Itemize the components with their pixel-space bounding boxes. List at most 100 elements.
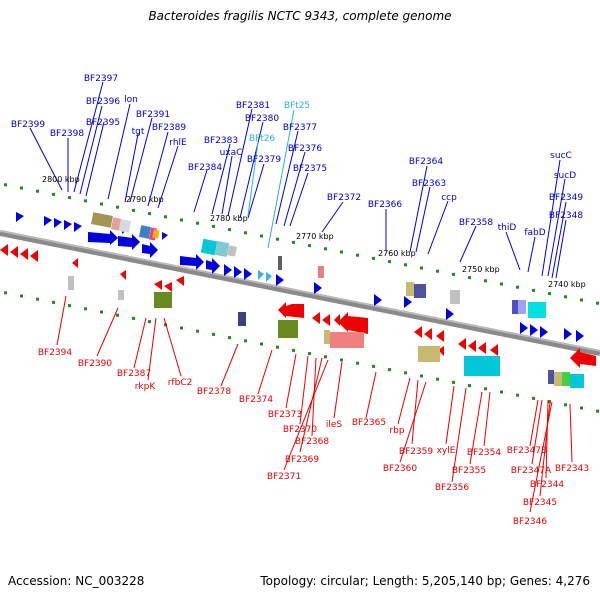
gene-label[interactable]: rbp	[389, 426, 404, 436]
gene-label[interactable]: BF2380	[245, 114, 280, 124]
gene-arrow	[244, 268, 252, 280]
gene-label[interactable]: BF2359	[399, 447, 434, 457]
gene-arrow	[154, 280, 162, 290]
tick-mark	[564, 403, 567, 407]
gene-label[interactable]: BF2345	[523, 498, 557, 508]
tick-mark	[388, 260, 391, 264]
topology-text: Topology: circular; Length: 5,205,140 bp…	[260, 574, 590, 588]
gene-label[interactable]: BF2396	[86, 97, 121, 107]
gene-label[interactable]: uxaC	[220, 148, 243, 158]
gene-label[interactable]: BF2395	[86, 118, 120, 128]
gene-label[interactable]: BF2355	[452, 466, 486, 476]
tick-mark	[516, 285, 519, 289]
gene-arrow	[436, 330, 444, 356]
trna-leader-bft26	[247, 141, 259, 217]
gene-arrow	[54, 218, 62, 228]
gene-label[interactable]: BF2373	[268, 410, 302, 420]
gene-label[interactable]: xylE	[437, 446, 456, 456]
tick-mark	[68, 304, 71, 308]
tick-mark	[420, 374, 423, 378]
gene-arrow	[180, 254, 204, 270]
tick-mark	[164, 215, 167, 219]
tick-mark	[36, 189, 39, 193]
gene-label[interactable]: BF2376	[288, 144, 323, 154]
tick-mark	[276, 345, 279, 349]
gene-arrow	[16, 212, 24, 222]
gene-label[interactable]: BF2374	[239, 395, 274, 405]
gene-label[interactable]: fabD	[524, 228, 545, 238]
tick-mark	[260, 234, 263, 238]
gene-label[interactable]: BF2394	[38, 348, 73, 358]
tick-mark	[148, 212, 151, 216]
gene-label[interactable]: BF2365	[352, 418, 386, 428]
gene-arrow	[424, 328, 432, 340]
gene-label[interactable]: BF2368	[295, 437, 330, 447]
tick-mark	[468, 276, 471, 280]
gene-arrow	[458, 338, 466, 350]
gene-label[interactable]: BF2346	[513, 517, 548, 527]
gene-label[interactable]: BF2347A	[511, 466, 552, 476]
gene-label[interactable]: BF2371	[267, 472, 301, 482]
gene-arrow	[374, 294, 382, 306]
gene-arrow	[276, 274, 284, 286]
tick-mark	[308, 244, 311, 248]
gene-label[interactable]: BF2387	[117, 369, 151, 379]
gene-label[interactable]: BF2379	[247, 155, 282, 165]
gene-label[interactable]: BF2369	[285, 455, 320, 465]
gene-label[interactable]: BF2360	[383, 464, 418, 474]
gene-label[interactable]: BF2372	[327, 193, 361, 203]
scale-label: 2800 kbp	[42, 175, 80, 184]
tick-mark	[20, 294, 23, 298]
genome-backbone-highlight	[0, 230, 600, 352]
gene-label[interactable]: BF2344	[530, 480, 565, 490]
gene-label[interactable]: BF2356	[435, 483, 470, 493]
gene-label[interactable]: BF2398	[50, 129, 85, 139]
gene-label[interactable]: BF2384	[188, 163, 223, 173]
gene-label[interactable]: tgt	[132, 127, 145, 137]
tick-mark	[308, 352, 311, 356]
gene-label[interactable]: BF2378	[197, 387, 232, 397]
gene-arrow	[278, 302, 304, 318]
gene-label[interactable]: BF2370	[283, 425, 318, 435]
gene-label[interactable]: BF2348	[549, 211, 584, 221]
gene-label[interactable]: BF2349	[549, 193, 584, 203]
gene-label-trna[interactable]: BFt26	[249, 134, 276, 144]
gene-label[interactable]: BF2364	[409, 157, 444, 167]
gene-label[interactable]: BF2343	[555, 464, 589, 474]
gene-label[interactable]: ccp	[441, 193, 457, 203]
gene-label[interactable]: BF2366	[368, 200, 403, 210]
gene-label[interactable]: BF2377	[283, 123, 317, 133]
gene-arrow	[404, 296, 412, 308]
gene-arrow	[564, 328, 572, 340]
tick-mark	[420, 266, 423, 270]
gene-label[interactable]: sucD	[554, 171, 576, 181]
gene-label[interactable]: BF2358	[459, 218, 494, 228]
gene-label[interactable]: rhlE	[169, 138, 187, 148]
scale-labels: 2800 kbp 2790 kbp 2780 kbp 2770 kbp 2760…	[42, 175, 586, 289]
gene-label[interactable]: BF2363	[412, 179, 446, 189]
gene-label[interactable]: BF2375	[293, 164, 327, 174]
gene-arrow	[176, 276, 184, 286]
gene-label[interactable]: BF2389	[152, 123, 187, 133]
gene-label[interactable]: BF2383	[204, 136, 238, 146]
gene-label[interactable]: BF2399	[11, 120, 46, 130]
gene-label[interactable]: BF2397	[84, 74, 118, 84]
scale-label: 2740 kbp	[548, 280, 586, 289]
gene-label[interactable]: BF2354	[467, 448, 502, 458]
gene-label[interactable]: sucC	[550, 151, 572, 161]
gene-arrow	[206, 258, 220, 274]
tick-mark	[580, 406, 583, 410]
gene-arrow	[224, 264, 232, 276]
gene-label-trna[interactable]: BFt25	[284, 101, 310, 111]
gene-label[interactable]: BF2390	[78, 359, 113, 369]
gene-label[interactable]: BF2347B	[507, 446, 547, 456]
gene-label[interactable]: rkpK	[135, 382, 157, 392]
gene-label[interactable]: lon	[124, 95, 138, 105]
tick-mark	[228, 228, 231, 232]
gene-label[interactable]: BF2391	[136, 110, 170, 120]
gene-label[interactable]: thiD	[498, 223, 517, 233]
gene-label[interactable]: BF2381	[236, 101, 270, 111]
gene-arrow	[338, 312, 368, 334]
gene-label[interactable]: ileS	[326, 420, 343, 430]
gene-label[interactable]: rfbC2	[168, 378, 193, 388]
